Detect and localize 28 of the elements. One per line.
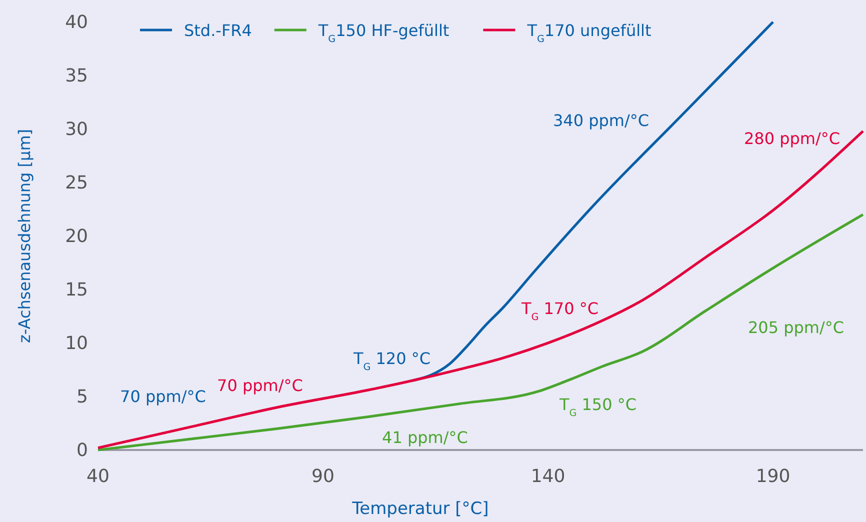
x-tick-label: 140	[530, 466, 566, 487]
y-tick-label: 0	[76, 440, 88, 461]
y-tick-label: 35	[65, 66, 88, 86]
annotation: 340 ppm/°C	[552, 111, 650, 130]
y-tick-label: 25	[65, 172, 88, 194]
y-tick-label: 10	[65, 333, 88, 354]
legend-label: T$_{G}$170 ungefüllt	[526, 21, 652, 44]
line-series	[96, 213, 864, 452]
annotation: T$_{G}$ 150 °C	[558, 395, 637, 418]
y-tick-label: 20	[65, 226, 88, 247]
x-tick-label: 90	[312, 466, 334, 487]
y-axis-title: z-Achsenausdehnung [µm]	[15, 128, 34, 344]
annotation: T$_{G}$ 170 °C	[520, 299, 599, 322]
legend-label: Std.-FR4	[184, 21, 252, 40]
annotation: T$_{G}$ 120 °C	[352, 349, 431, 372]
annotation: 41 ppm/°C	[382, 428, 468, 447]
annotation: 205 ppm/°C	[748, 318, 844, 337]
legend-label: T$_{G}$150 HF-gefüllt	[317, 21, 450, 44]
y-tick-label: 30	[65, 119, 88, 140]
annotation: 280 ppm/°C	[744, 129, 840, 148]
annotation: 70 ppm/°C	[120, 387, 206, 406]
y-tick-label: 40	[65, 12, 88, 33]
x-axis-title: Temperatur [°C]	[351, 499, 489, 519]
annotation: 70 ppm/°C	[217, 376, 303, 395]
y-tick-label: 5	[76, 386, 88, 408]
line-series	[96, 130, 864, 450]
x-tick-label: 190	[756, 466, 790, 487]
y-tick-label: 15	[65, 280, 88, 300]
